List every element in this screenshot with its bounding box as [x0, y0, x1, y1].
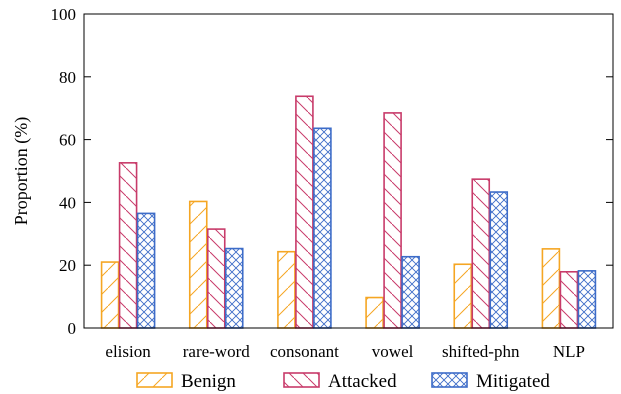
bar-vowel-attacked [383, 112, 402, 329]
bar-NLP-attacked [559, 270, 579, 329]
bar-elision-attacked [118, 162, 138, 329]
bar-shifted-phn-benign [453, 263, 473, 329]
bar-rare-word-benign [188, 200, 208, 329]
legend-swatch-attacked [283, 372, 320, 388]
legend-label-attacked: Attacked [328, 371, 397, 392]
bar-NLP-benign [541, 248, 561, 329]
y-tick-label-0: 0 [68, 319, 77, 338]
x-tick-label-consonant: consonant [270, 342, 339, 361]
bar-shifted-phn-attacked [471, 178, 491, 329]
bar-elision-mitigated [136, 212, 156, 329]
y-tick-label-2: 40 [59, 193, 76, 212]
y-tick-label-5: 100 [51, 5, 77, 24]
x-tick-label-rare-word: rare-word [183, 342, 251, 361]
x-tick-label-NLP: NLP [553, 342, 585, 361]
x-tick-label-vowel: vowel [372, 342, 414, 361]
y-axis: 0 20 40 60 80 100 [51, 5, 613, 338]
y-tick-label-1: 20 [59, 256, 76, 275]
bar-shifted-phn-mitigated [489, 191, 509, 329]
bar-NLP-mitigated [577, 270, 597, 329]
y-tick-label-3: 60 [59, 131, 76, 150]
legend-label-benign: Benign [181, 371, 236, 392]
legend: Benign Attacked Mitigated [136, 371, 550, 392]
bar-vowel-benign [365, 296, 384, 329]
bar-consonant-mitigated [313, 127, 332, 329]
x-tick-label-shifted-phn: shifted-phn [442, 342, 520, 361]
x-axis: elision rare-word consonant vowel shifted-ph… [105, 342, 585, 361]
legend-swatch-mitigated [431, 372, 468, 388]
bar-elision-benign [100, 261, 120, 329]
y-tick-label-4: 80 [59, 68, 76, 87]
bar-rare-word-mitigated [224, 247, 244, 329]
bars [100, 95, 597, 329]
legend-swatch-benign [136, 372, 173, 388]
legend-label-mitigated: Mitigated [476, 371, 550, 392]
x-tick-label-elision: elision [105, 342, 151, 361]
bar-consonant-attacked [295, 95, 314, 329]
bar-vowel-mitigated [401, 255, 420, 329]
bar-rare-word-attacked [206, 228, 226, 329]
bar-consonant-benign [277, 250, 296, 329]
plot-frame [83, 13, 614, 329]
y-axis-label: Proportion (%) [11, 117, 32, 225]
